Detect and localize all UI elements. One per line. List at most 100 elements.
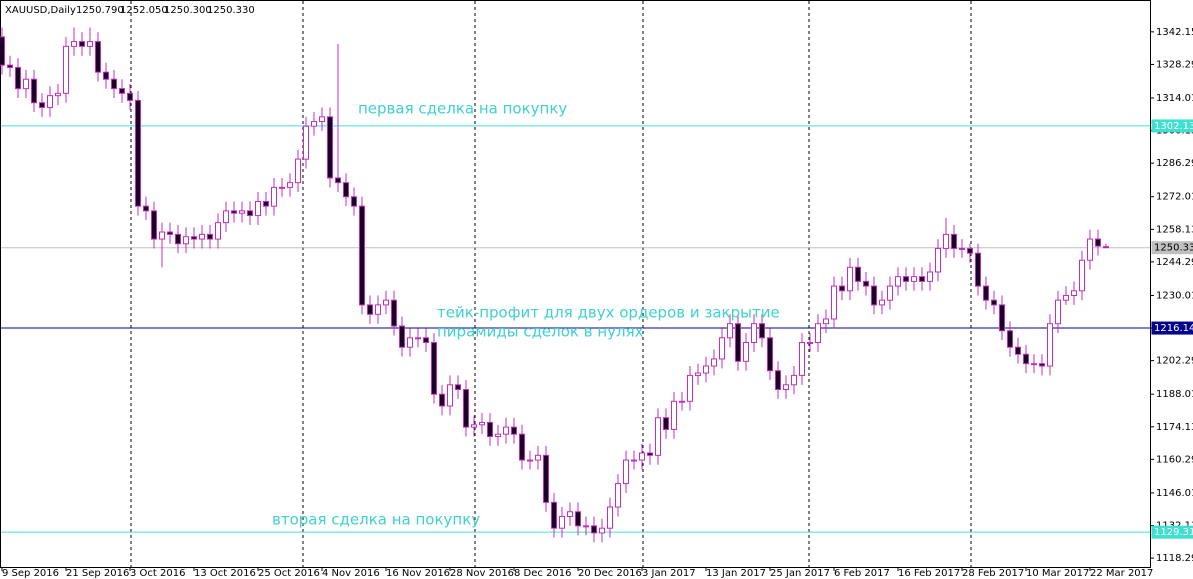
annotation: пирамиды сделок в нулях: [437, 323, 644, 341]
candle-body: [927, 271, 933, 282]
candle-body: [55, 92, 61, 97]
candle-body: [159, 231, 165, 240]
x-tick-label: 8 Dec 2016: [514, 568, 572, 579]
candle-body: [719, 337, 725, 360]
candle-body: [343, 182, 349, 198]
candle-body: [687, 374, 693, 402]
candle-body: [367, 304, 373, 315]
candle-body: [551, 501, 557, 529]
candle-body: [63, 45, 69, 94]
y-tick-label: 1314.010: [1156, 93, 1193, 104]
candle-body: [111, 78, 117, 90]
candle-body: [543, 454, 549, 503]
x-tick-label: 25 Oct 2016: [258, 568, 320, 579]
candle-body: [703, 365, 709, 374]
y-tick-label: 1188.010: [1156, 389, 1193, 400]
candle-body: [919, 276, 925, 282]
level-label-box: [1151, 321, 1193, 335]
candle-body: [535, 454, 541, 461]
candle-body: [759, 323, 765, 339]
candle-body: [239, 210, 245, 214]
candle-body: [415, 337, 421, 340]
candle-body: [215, 222, 221, 240]
level-label-box: [1151, 119, 1193, 133]
candle-body: [607, 506, 613, 529]
y-tick-label: 1230.010: [1156, 290, 1193, 301]
x-tick-label: 3 Oct 2016: [130, 568, 185, 579]
candle-body: [583, 525, 589, 528]
level-label-box: [1151, 525, 1193, 539]
candle-body: [103, 71, 109, 80]
candle-body: [519, 433, 525, 461]
candle-body: [95, 41, 101, 73]
candle-body: [47, 95, 53, 108]
candle-body: [591, 525, 597, 534]
x-tick-label: 20 Dec 2016: [578, 568, 642, 579]
x-tick-label: 25 Jan 2017: [770, 568, 830, 579]
candle-body: [911, 276, 917, 282]
candle-body: [599, 527, 605, 534]
candle-body: [615, 483, 621, 508]
candle-body: [967, 247, 973, 254]
candle-body: [1047, 323, 1053, 367]
candle-body: [1055, 299, 1061, 325]
candle-body: [391, 299, 397, 327]
candle-body: [359, 205, 365, 306]
candle-body: [871, 285, 877, 306]
x-tick-label: 6 Feb 2017: [834, 568, 890, 579]
candle-body: [487, 421, 493, 438]
candle-body: [1071, 290, 1077, 296]
candle-body: [783, 384, 789, 391]
candle-body: [567, 511, 573, 517]
x-tick-label: 16 Feb 2017: [898, 568, 960, 579]
candle-body: [511, 426, 517, 435]
candle-body: [423, 337, 429, 344]
candle-body: [119, 88, 125, 94]
candle-body: [271, 186, 277, 207]
candle-body: [207, 233, 213, 240]
candle-body: [679, 400, 685, 403]
candle-body: [7, 64, 13, 68]
candle-body: [1087, 238, 1093, 261]
candle-body: [655, 417, 661, 456]
x-tick-label: 28 Nov 2016: [450, 568, 514, 579]
candle-body: [775, 370, 781, 391]
candle-body: [463, 389, 469, 428]
x-tick-label: 21 Sep 2016: [66, 568, 129, 579]
candle-body: [879, 299, 885, 306]
candle-body: [167, 231, 173, 235]
y-tick-label: 1146.010: [1156, 488, 1193, 499]
candle-body: [943, 233, 949, 249]
x-tick-label: 13 Oct 2016: [194, 568, 256, 579]
header-open: 1250.790: [76, 5, 124, 16]
y-tick-label: 1202.290: [1156, 356, 1193, 367]
candle-body: [1031, 363, 1037, 366]
candle-body: [983, 285, 989, 301]
candle-body: [455, 384, 461, 391]
candle-body: [663, 417, 669, 430]
candle-body: [279, 186, 285, 189]
header-high: 1252.050: [120, 5, 168, 16]
candle-body: [999, 304, 1005, 332]
candle-body: [1095, 238, 1101, 247]
candle-body: [807, 342, 813, 345]
candle-body: [959, 247, 965, 250]
candle-body: [263, 200, 269, 207]
candle-body: [127, 92, 133, 101]
candle-body: [15, 66, 21, 90]
annotation: тейк-профит для двух ордеров и закрытие: [437, 304, 780, 322]
x-tick-label: 28 Feb 2017: [962, 568, 1024, 579]
level-label: 1129.310: [1154, 527, 1193, 538]
candle-body: [847, 266, 853, 292]
header-low: 1250.300: [164, 5, 212, 16]
annotation: первая сделка на покупку: [358, 100, 567, 118]
x-tick-label: 9 Sep 2016: [2, 568, 59, 579]
candle-body: [799, 342, 805, 376]
candle-body: [671, 400, 677, 430]
candle-body: [175, 233, 181, 245]
x-tick-label: 13 Jan 2017: [706, 568, 766, 579]
candle-body: [23, 78, 29, 90]
candle-body: [495, 433, 501, 438]
candle-body: [223, 210, 229, 224]
